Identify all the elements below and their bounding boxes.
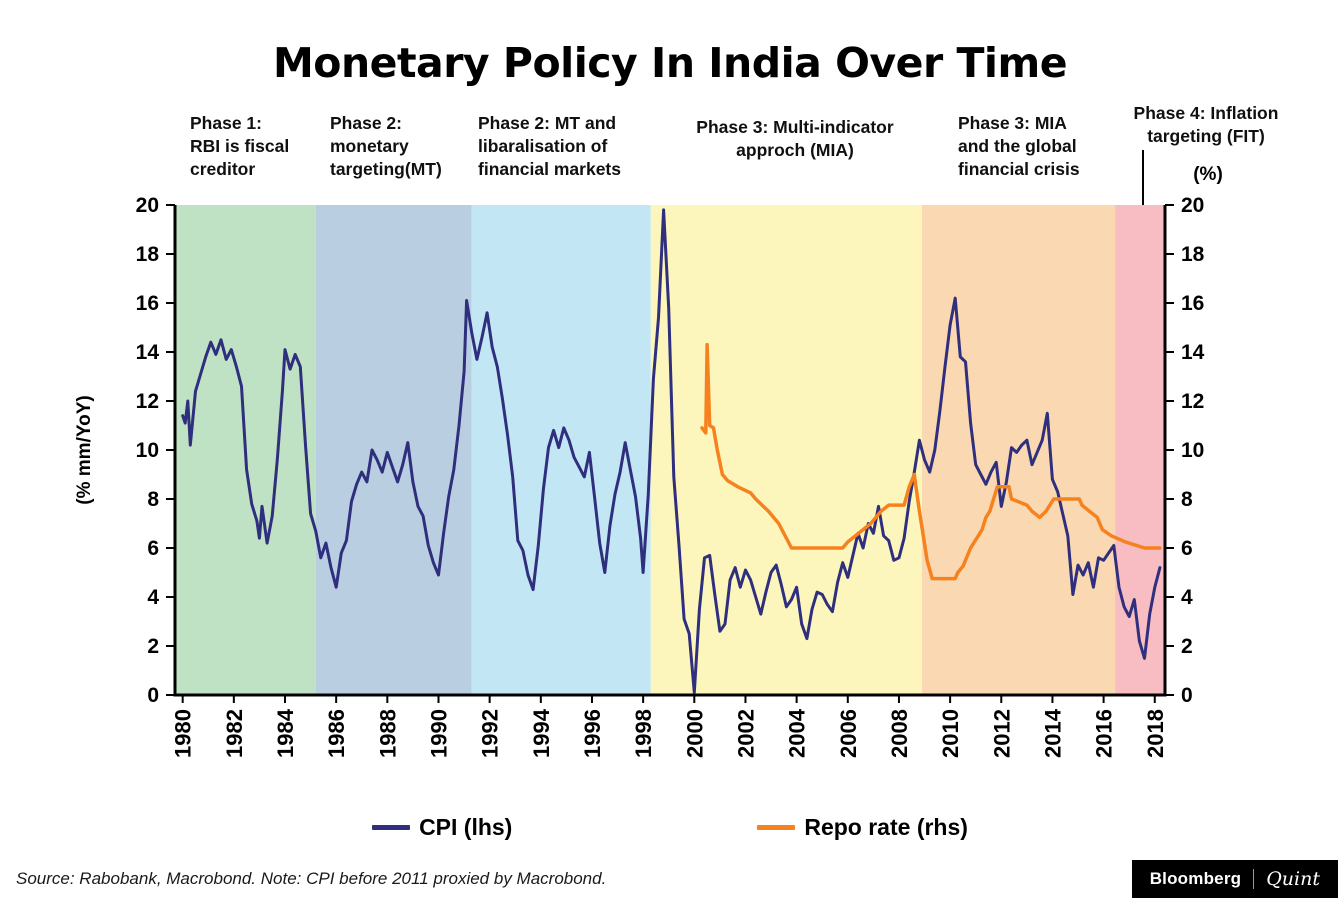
y-tick-label-left: 0 [147, 684, 159, 707]
legend-label-cpi: CPI (lhs) [419, 814, 513, 840]
x-tick-label: 2000 [682, 709, 707, 758]
x-tick-label: 1986 [324, 709, 349, 758]
band-phase4 [1115, 205, 1165, 695]
logo-divider [1253, 869, 1255, 889]
y-tick-label-left: 16 [136, 292, 159, 315]
x-tick-label: 1994 [529, 708, 554, 758]
x-tick-label: 1980 [171, 709, 196, 758]
y-tick-label-right: 4 [1181, 586, 1193, 609]
x-tick-label: 2004 [785, 708, 810, 758]
y-tick-label-right: 10 [1181, 439, 1204, 462]
y-tick-label-left: 10 [136, 439, 159, 462]
phase3-annotation: Phase 3: Multi-indicator approch (MIA) [696, 117, 894, 161]
phase4-annotation: Phase 4: Inflation targeting (FIT) [1133, 103, 1279, 147]
x-tick-label: 2002 [733, 709, 758, 758]
y-tick-label-right: 12 [1181, 390, 1204, 413]
chart-title: Monetary Policy In India Over Time [272, 39, 1068, 88]
legend-label-repo: Repo rate (rhs) [804, 814, 968, 840]
x-tick-label: 2012 [989, 709, 1014, 758]
bloomberg-quint-logo: Bloomberg Quint [1131, 860, 1338, 898]
quint-wordmark: Quint [1266, 868, 1320, 890]
source-note: Source: Rabobank, Macrobond. Note: CPI b… [16, 869, 607, 888]
y-tick-label-left: 2 [147, 635, 159, 658]
y-tick-label-right: 2 [1181, 635, 1193, 658]
x-tick-label: 1992 [478, 709, 503, 758]
x-tick-label: 2014 [1040, 708, 1065, 758]
x-tick-label: 1990 [426, 709, 451, 758]
band-phase3a [650, 205, 922, 695]
x-tick-label: 1982 [222, 709, 247, 758]
y-tick-label-right: 0 [1181, 684, 1193, 707]
y-tick-label-left: 18 [136, 243, 160, 266]
band-phase2b [471, 205, 651, 695]
y-tick-label-left: 6 [147, 537, 159, 560]
y-tick-label-right: 18 [1181, 243, 1205, 266]
series-cpi [181, 208, 1162, 694]
x-tick-label: 2010 [938, 709, 963, 758]
right-axis-unit-label: (%) [1193, 164, 1223, 185]
x-tick-label: 2018 [1143, 709, 1168, 758]
x-tick-label: 1988 [375, 709, 400, 758]
y-tick-label-right: 20 [1181, 194, 1204, 217]
x-tick-label: 1998 [631, 709, 656, 758]
phase4-pointer-line [1142, 150, 1144, 205]
y-tick-label-left: 12 [136, 390, 159, 413]
legend-item-cpi: CPI (lhs) [372, 814, 512, 841]
y-tick-label-left: 20 [136, 194, 159, 217]
y-tick-label-left: 8 [147, 488, 159, 511]
y-tick-label-left: 4 [147, 586, 159, 609]
phase2b-annotation: Phase 2: MT and libaralisation of financ… [478, 113, 621, 180]
legend: CPI (lhs) Repo rate (rhs) [0, 814, 1340, 841]
bloomberg-wordmark: Bloomberg [1149, 869, 1242, 888]
x-tick-label: 2006 [836, 709, 861, 758]
x-tick-label: 1996 [580, 709, 605, 758]
y-tick-label-right: 16 [1181, 292, 1204, 315]
phase3b-annotation: Phase 3: MIA and the global financial cr… [958, 113, 1080, 180]
cpi-line-swatch [372, 825, 411, 830]
x-tick-label: 2008 [887, 709, 912, 758]
y-tick-label-left: 14 [136, 341, 160, 364]
y-tick-label-right: 6 [1181, 537, 1193, 560]
phase1-annotation: Phase 1: RBI is fiscal creditor [190, 113, 290, 180]
repo-line-swatch [757, 825, 796, 830]
phase2-annotation: Phase 2: monetary targeting(MT) [330, 113, 442, 180]
series-repo [700, 342, 1162, 581]
y-tick-label-right: 8 [1181, 488, 1193, 511]
x-tick-label: 2016 [1092, 709, 1117, 758]
legend-item-repo: Repo rate (rhs) [757, 814, 968, 841]
x-tick-label: 1984 [273, 708, 298, 758]
y-tick-label-right: 14 [1181, 341, 1205, 364]
band-phase2a [315, 205, 472, 695]
